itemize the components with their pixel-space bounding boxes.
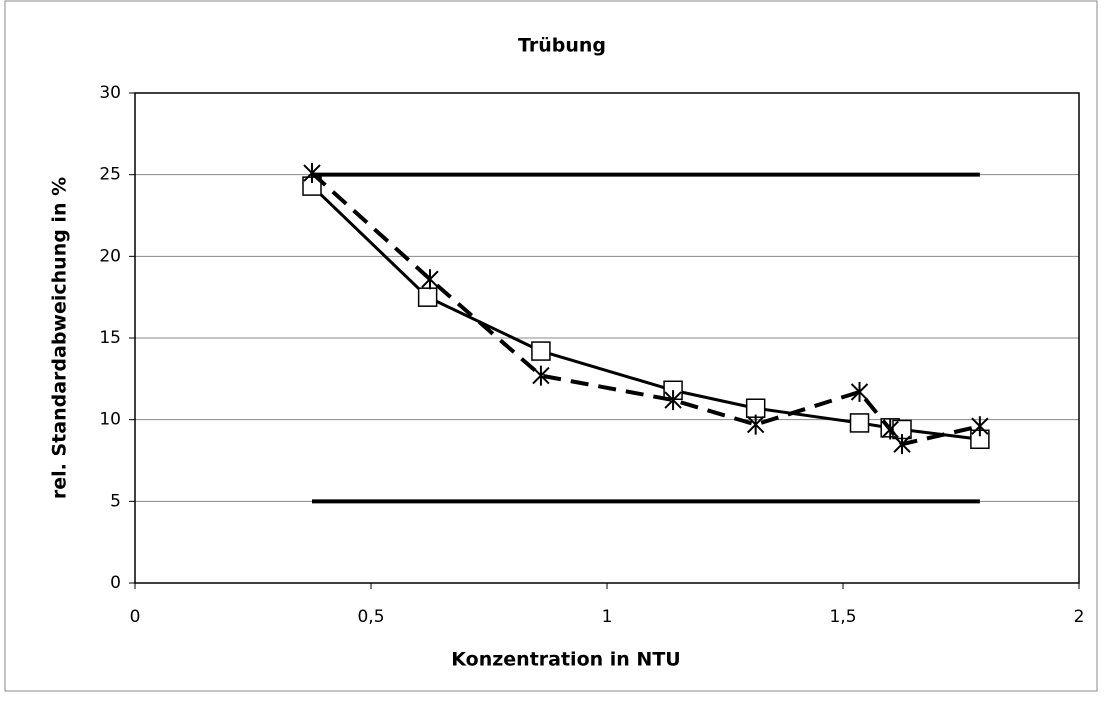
marker-star (893, 434, 911, 455)
marker-star (664, 390, 682, 411)
y-tick-label: 0 (110, 573, 121, 593)
y-tick-label: 20 (99, 246, 121, 266)
marker-square (745, 398, 766, 418)
plot-area (134, 92, 1080, 584)
chart-border (4, 0, 1098, 692)
y-tick-label: 30 (99, 83, 121, 103)
marker-star (881, 419, 899, 440)
marker-star (746, 414, 765, 435)
marker-star (971, 416, 989, 437)
series-line (310, 171, 981, 447)
x-tick-label: 2 (1074, 607, 1085, 627)
y-axis-label: rel. Standardabweichung in % (49, 177, 71, 499)
x-axis-label: Konzentration in NTU (451, 649, 680, 671)
marker-square (417, 287, 438, 307)
y-tick-label: 5 (110, 491, 121, 511)
x-tick-label: 1 (602, 607, 613, 627)
chart-title: Trübung (518, 35, 606, 57)
marker-square (531, 341, 551, 361)
marker-star (532, 365, 550, 386)
y-tick-label: 10 (99, 410, 121, 430)
x-tick-label: 1,5 (829, 607, 856, 627)
marker-star (850, 381, 869, 402)
marker-square (849, 413, 870, 433)
marker-star (421, 269, 439, 290)
x-tick-label: 0 (130, 607, 141, 627)
x-tick-label: 0,5 (357, 607, 384, 627)
y-tick-label: 25 (99, 165, 121, 185)
y-tick-label: 15 (99, 328, 121, 348)
